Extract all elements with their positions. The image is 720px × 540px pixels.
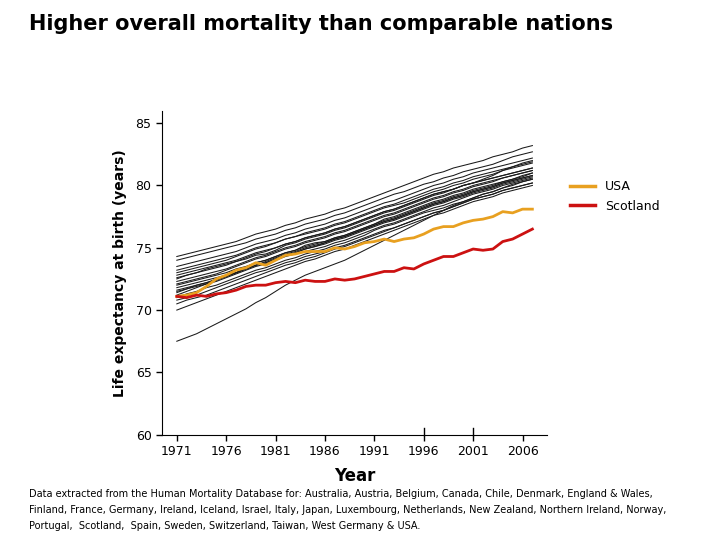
Text: Higher overall mortality than comparable nations: Higher overall mortality than comparable…	[29, 14, 613, 33]
Text: Portugal,  Scotland,  Spain, Sweden, Switzerland, Taiwan, West Germany & USA.: Portugal, Scotland, Spain, Sweden, Switz…	[29, 521, 420, 531]
Text: Year: Year	[334, 467, 375, 485]
Legend: USA, Scotland: USA, Scotland	[565, 176, 665, 218]
Y-axis label: Life expectancy at birth (years): Life expectancy at birth (years)	[113, 149, 127, 396]
Text: Data extracted from the Human Mortality Database for: Australia, Austria, Belgiu: Data extracted from the Human Mortality …	[29, 489, 652, 499]
Text: Finland, France, Germany, Ireland, Iceland, Israel, Italy, Japan, Luxembourg, Ne: Finland, France, Germany, Ireland, Icela…	[29, 505, 666, 515]
